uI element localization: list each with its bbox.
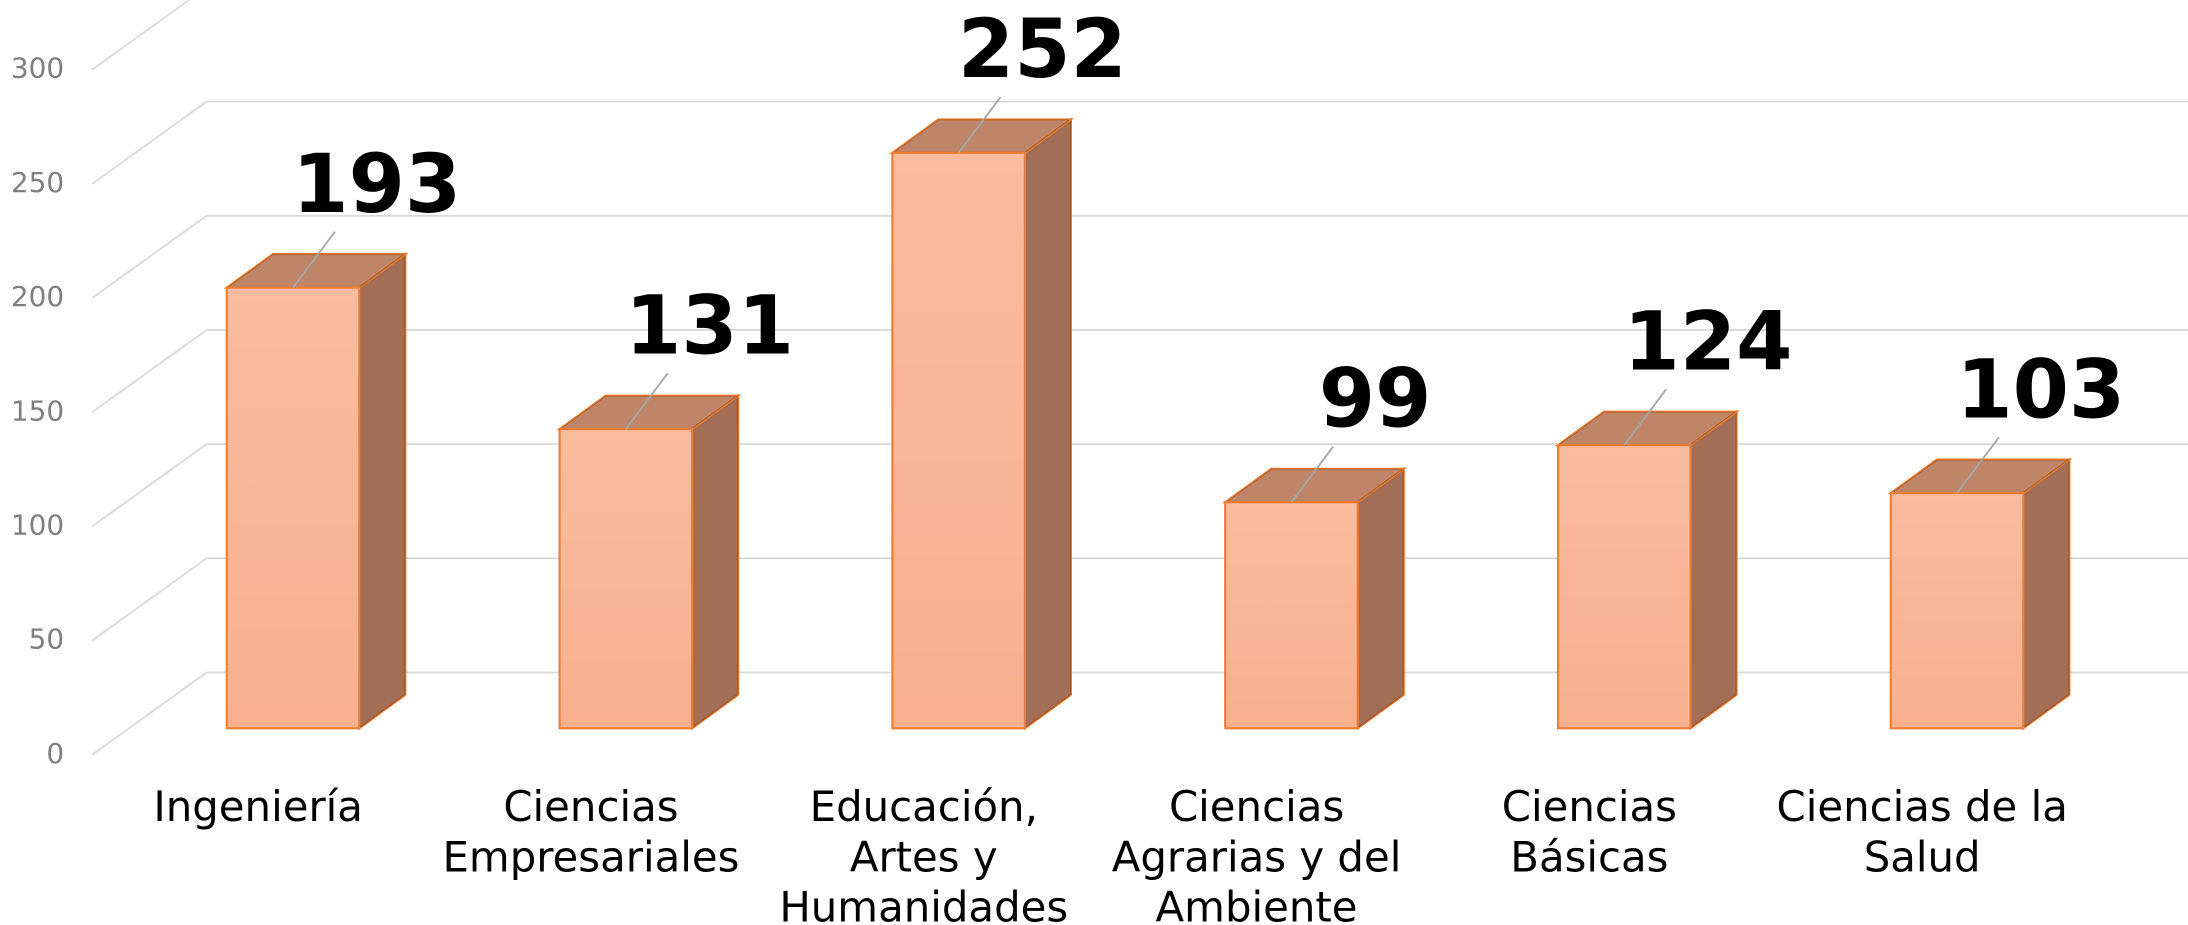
leader-line [957,96,1002,154]
grid [91,0,2188,756]
leader-line [1623,388,1667,446]
y-tick-label: 300 [11,52,64,85]
bar [223,252,409,731]
y-tick-label: 50 [29,623,65,656]
category-line: Educación, [810,782,1038,831]
value-label: 103 [1956,343,2125,437]
bar-front-sheen [1892,494,2022,727]
y-tick-label: 0 [46,737,64,770]
category-line: Agrarias y del [1112,832,1402,881]
x-tick-label: Ciencias Agrarias y del Ambiente [1112,782,1402,925]
x-tick-label: Ingeniería [153,782,363,831]
category-line: Ambiente [1156,882,1358,925]
y-tick-label: 200 [11,280,64,313]
leader-line [1290,445,1335,503]
value-label: 124 [1624,295,1793,389]
category-line: Humanidades [779,882,1068,925]
grid-line-side [91,443,208,528]
bar [1554,409,1740,731]
value-label: 252 [958,3,1127,97]
grid-line-side [91,671,208,756]
bar-side-shade [1690,411,1737,729]
grid-line-side [91,215,208,299]
y-tick-label: 100 [11,508,64,541]
leader-line [625,372,669,430]
bar-top-shade [1225,468,1404,503]
category-line: Ciencias [1169,782,1344,831]
bar-front-sheen [893,154,1024,727]
grid-line-side [91,0,191,71]
category-line: Artes y [850,832,998,881]
bar-top-shade [892,119,1071,153]
bar-side-shade [1357,468,1404,729]
bar-top-shade [226,254,406,288]
bar [1221,466,1407,731]
leader-line [292,231,336,289]
category-line: Ciencias [503,782,678,831]
bar-front-sheen [560,430,691,727]
bar-side-shade [1024,119,1071,729]
bar-top-shade [1890,459,2070,494]
value-label: 193 [292,138,461,232]
bar-front-sheen [1226,503,1357,727]
category-line: Ciencias [1502,782,1677,831]
x-tick-label: Ciencias Básicas [1502,782,1677,881]
bar-front-sheen [228,288,358,727]
x-tick-label: Ciencias de la Salud [1776,782,2067,881]
bar [889,117,1075,731]
value-label: 99 [1319,353,1432,447]
bar-top-shade [1557,411,1737,446]
leader-line [1956,436,2000,494]
bar-side-shade [359,254,406,729]
x-tick-label: Educación, Artes y Humanidades [779,782,1068,925]
bar [556,393,742,731]
grid-line-side [91,557,208,642]
category-line: Salud [1864,832,1981,881]
grid-line-side [91,329,208,414]
bar-side-shade [692,395,739,729]
bar [1887,457,2073,731]
bar-top-shade [559,395,739,430]
category-line: Básicas [1510,832,1668,881]
y-tick-label: 150 [11,394,64,427]
category-line: Ingeniería [153,782,363,831]
x-tick-label: Ciencias Empresariales [443,782,740,881]
bar-front-sheen [1559,446,1690,727]
bar-side-shade [2023,459,2070,729]
y-tick-label: 250 [11,166,64,199]
value-label: 131 [625,279,794,373]
category-line: Ciencias de la [1776,782,2067,831]
grid-line-side [91,100,208,185]
category-line: Empresariales [443,832,740,881]
